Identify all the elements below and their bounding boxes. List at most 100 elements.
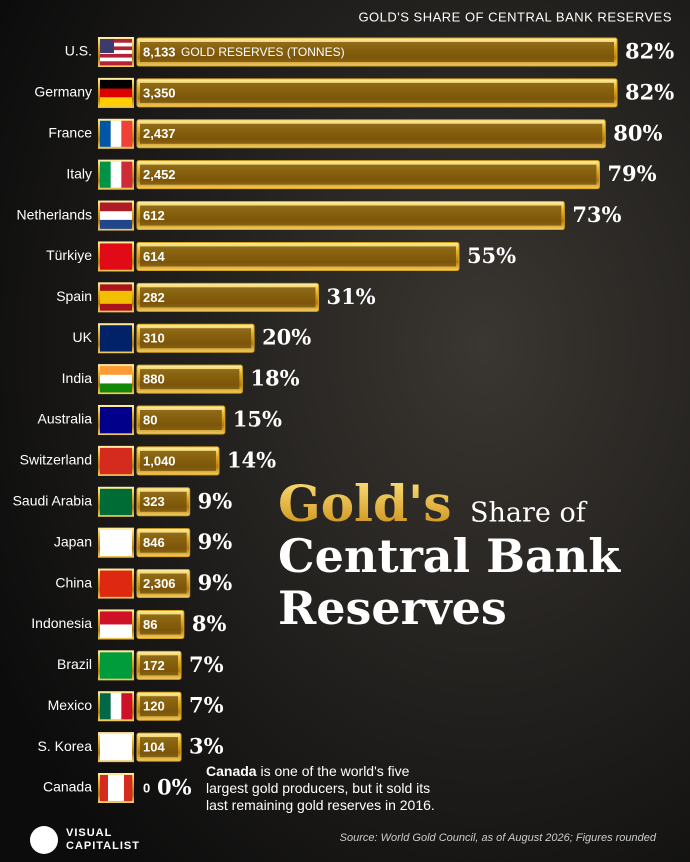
tonnes-label: 8,133 xyxy=(143,44,176,59)
value-label: 18% xyxy=(250,366,299,391)
flag-stripe xyxy=(108,775,117,801)
country-label: Brazil xyxy=(57,656,92,672)
flag-stripe xyxy=(100,488,132,516)
flag-stripe xyxy=(100,652,132,679)
value-label: 14% xyxy=(227,447,276,472)
country-label: Australia xyxy=(38,411,93,427)
flag-stripe xyxy=(100,161,111,188)
country-label: Türkiye xyxy=(46,247,92,263)
value-label: 9% xyxy=(198,488,233,513)
country-label: Spain xyxy=(56,288,92,304)
flag-stripe xyxy=(100,374,132,384)
value-label: 3% xyxy=(189,734,224,759)
flag-stripe xyxy=(121,161,133,188)
country-label: Canada xyxy=(43,779,92,795)
flag-stripe xyxy=(121,693,133,720)
flag-stripe xyxy=(100,325,132,352)
flag-stripe xyxy=(100,61,132,66)
tonnes-label: 0 xyxy=(143,780,150,795)
flag-stripe xyxy=(100,284,132,292)
bar-inner xyxy=(140,246,456,267)
tonnes-label: 880 xyxy=(143,372,165,387)
flag-stripe xyxy=(100,39,132,44)
tonnes-label: 80 xyxy=(143,412,157,427)
country-label: S. Korea xyxy=(38,738,93,754)
value-label: 20% xyxy=(262,325,311,350)
flag-stripe xyxy=(100,570,132,597)
country-label: Japan xyxy=(54,533,92,549)
tonnes-label: 846 xyxy=(143,535,165,550)
bar-inner xyxy=(140,532,187,553)
value-label: 31% xyxy=(326,284,375,309)
subtitle: GOLD'S SHARE OF CENTRAL BANK RESERVES xyxy=(358,9,672,24)
flag-stripe xyxy=(100,53,132,58)
flag-stripe xyxy=(100,407,132,434)
tonnes-label: 2,306 xyxy=(143,576,176,591)
flag-stripe xyxy=(124,775,133,801)
flag-stripe xyxy=(100,693,111,720)
value-label: 82% xyxy=(625,39,674,64)
value-label: 80% xyxy=(613,120,662,145)
flag-stripe xyxy=(121,120,133,147)
tonnes-label: 2,437 xyxy=(143,126,176,141)
value-label: 7% xyxy=(189,652,224,677)
bar-inner xyxy=(140,410,222,430)
flag-stripe xyxy=(100,120,111,147)
annotation: Canada is one of the world's five largest… xyxy=(206,763,435,813)
flag-canton xyxy=(100,39,114,53)
annotation-line: last remaining gold reserves in 2016. xyxy=(206,797,435,813)
bar-inner xyxy=(140,450,216,471)
tonnes-label: 172 xyxy=(143,658,165,673)
value-label: 7% xyxy=(189,693,224,718)
flag-stripe xyxy=(100,624,132,638)
bar-inner xyxy=(140,655,178,676)
value-label: 55% xyxy=(467,243,516,268)
logo-icon xyxy=(30,826,58,854)
bar-inner xyxy=(140,123,603,144)
tonnes-label: 612 xyxy=(143,208,165,223)
bars: U.S. 8,133 GOLD RESERVES (TONNES) 82% German… xyxy=(13,37,674,803)
country-label: UK xyxy=(73,329,93,345)
flag-stripe xyxy=(100,303,132,311)
value-label: 79% xyxy=(607,161,656,186)
flag-stripe xyxy=(100,202,132,212)
bar-inner xyxy=(140,491,187,512)
tonnes-label: 3,350 xyxy=(143,85,176,100)
flag-stripe xyxy=(116,775,125,801)
value-label: 9% xyxy=(198,529,233,554)
bar-inner xyxy=(140,696,178,717)
flag-stripe xyxy=(100,775,109,801)
value-label: 82% xyxy=(625,79,674,104)
flag-stripe xyxy=(100,88,132,98)
flag-stripe xyxy=(100,243,132,270)
flag-stripe xyxy=(110,161,122,188)
brand: CAPITALIST xyxy=(66,840,140,852)
country-label: Switzerland xyxy=(20,452,92,468)
annotation-line: largest gold producers, but it sold its xyxy=(206,780,430,796)
country-label: Germany xyxy=(34,84,92,100)
value-label: 15% xyxy=(233,407,282,432)
tonnes-label: 86 xyxy=(143,617,157,632)
bar-inner xyxy=(140,369,240,390)
bar-inner xyxy=(140,205,562,226)
flag-stripe xyxy=(100,42,132,47)
flag-stripe xyxy=(110,120,122,147)
source: Source: World Gold Council, as of August… xyxy=(340,832,657,844)
country-label: India xyxy=(62,370,93,386)
bar-inner xyxy=(140,737,178,758)
brand: VISUAL xyxy=(66,827,112,839)
tonnes-label: 2,452 xyxy=(143,167,176,182)
country-label: Saudi Arabia xyxy=(13,492,93,508)
flag-stripe xyxy=(100,447,132,475)
flag-stripe xyxy=(100,97,132,107)
bar-inner xyxy=(140,328,252,349)
bar-inner xyxy=(140,573,187,594)
flag-stripe xyxy=(100,734,132,761)
tonnes-label: 104 xyxy=(143,740,165,755)
value-label: 8% xyxy=(192,611,227,636)
flag-stripe xyxy=(100,290,132,298)
title-part: Central Bank xyxy=(278,529,621,583)
annotation-bold: Canada xyxy=(206,763,257,779)
tonnes-label: 282 xyxy=(143,290,165,305)
